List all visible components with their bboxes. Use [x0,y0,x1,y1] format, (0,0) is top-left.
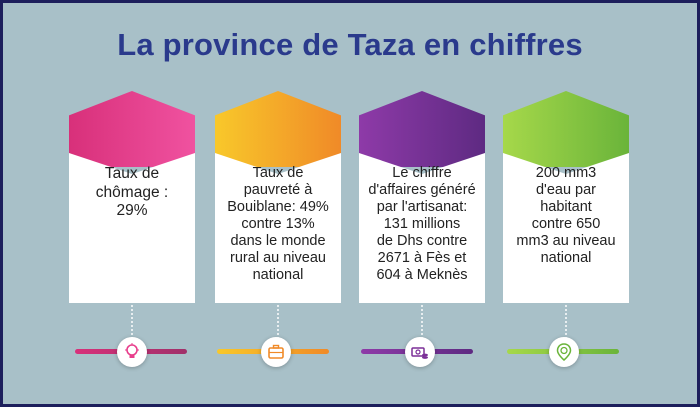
briefcase-icon [261,337,291,367]
stat-card-poverty: Taux de pauvreté à Bouiblane: 49% contre… [215,91,341,303]
card-cap [69,91,195,167]
stat-card-water: 200 mm3 d'eau par habitant contre 650 mm… [503,91,629,303]
stat-card-unemployment: Taux de chômage : 29% [69,91,195,303]
card-text: 200 mm3 d'eau par habitant contre 650 mm… [516,165,616,266]
stat-card-craft-revenue: Le chiffre d'affaires généré par l'artis… [359,91,485,303]
card-text: Taux de pauvreté à Bouiblane: 49% contre… [227,165,329,283]
water-pin-icon [549,337,579,367]
card-cap [359,91,485,167]
card-cap [503,91,629,167]
page-title: La province de Taza en chiffres [117,27,583,62]
card-body [69,153,195,303]
card-cap [215,91,341,167]
dotted-connector [565,305,567,339]
card-text: Taux de chômage : 29% [95,165,169,219]
card-body [359,153,485,303]
card-body [503,153,629,303]
lightbulb-icon [117,337,147,367]
money-icon [405,337,435,367]
dotted-connector [131,305,133,339]
card-body [215,153,341,303]
card-text: Le chiffre d'affaires généré par l'artis… [368,165,476,283]
dotted-connector [277,305,279,339]
dotted-connector [421,305,423,339]
